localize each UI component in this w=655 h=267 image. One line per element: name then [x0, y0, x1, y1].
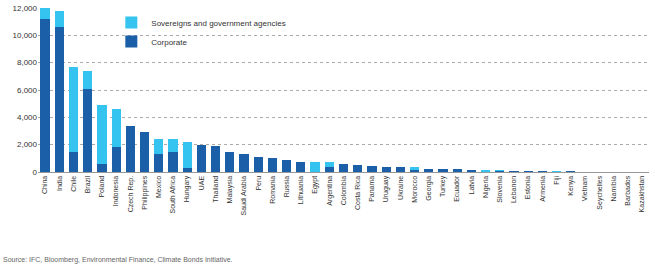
- svg-text:2,000: 2,000: [17, 140, 38, 149]
- svg-text:Brazil: Brazil: [84, 175, 91, 193]
- svg-text:Ecuador: Ecuador: [453, 175, 460, 202]
- svg-text:Ukraine: Ukraine: [397, 176, 404, 200]
- svg-text:Mexico: Mexico: [155, 176, 162, 198]
- svg-text:Colombia: Colombia: [340, 176, 347, 206]
- svg-text:Egypt: Egypt: [311, 176, 319, 194]
- svg-text:Latvia: Latvia: [468, 176, 475, 195]
- svg-text:Saudi Arabia: Saudi Arabia: [240, 176, 247, 216]
- svg-text:0: 0: [33, 168, 38, 177]
- svg-text:Panama: Panama: [368, 176, 375, 202]
- svg-text:Namibia: Namibia: [610, 176, 617, 202]
- svg-text:Romania: Romania: [269, 176, 276, 204]
- svg-text:Barbados: Barbados: [624, 175, 631, 205]
- svg-text:Lebanon: Lebanon: [510, 176, 517, 203]
- svg-text:Georgia: Georgia: [425, 176, 433, 201]
- svg-text:Russia: Russia: [283, 176, 290, 198]
- svg-text:10,000: 10,000: [13, 31, 38, 40]
- svg-text:Indonesia: Indonesia: [112, 176, 119, 206]
- svg-text:4,000: 4,000: [17, 113, 38, 122]
- svg-text:Malaysia: Malaysia: [226, 176, 234, 204]
- svg-text:Armenia: Armenia: [539, 176, 546, 202]
- svg-text:12,000: 12,000: [13, 4, 38, 13]
- svg-text:Philippines: Philippines: [141, 175, 149, 209]
- svg-text:Corporate: Corporate: [151, 38, 187, 47]
- svg-text:Hungary: Hungary: [183, 175, 191, 202]
- svg-text:India: India: [56, 176, 63, 191]
- svg-text:8,000: 8,000: [17, 58, 38, 67]
- svg-text:Slovenia: Slovenia: [496, 176, 503, 203]
- svg-text:Kenya: Kenya: [567, 176, 575, 196]
- svg-text:Morocco: Morocco: [411, 176, 418, 203]
- svg-text:6,000: 6,000: [17, 86, 38, 95]
- svg-text:Poland: Poland: [98, 176, 105, 198]
- svg-text:Lithuania: Lithuania: [297, 176, 304, 205]
- svg-text:Kazakhstan: Kazakhstan: [638, 176, 645, 213]
- svg-text:Czech Rep.: Czech Rep.: [127, 176, 135, 213]
- svg-text:Fiji: Fiji: [553, 175, 561, 184]
- svg-text:Sovereigns and government agen: Sovereigns and government agencies: [151, 19, 285, 28]
- svg-text:Vietnam: Vietnam: [581, 176, 588, 202]
- svg-text:South Africa: South Africa: [169, 176, 176, 214]
- svg-text:Seychelles: Seychelles: [596, 175, 604, 209]
- svg-text:Uruguay: Uruguay: [382, 175, 390, 202]
- svg-text:Argentina: Argentina: [326, 176, 334, 206]
- svg-text:Thailand: Thailand: [212, 176, 219, 203]
- svg-text:Turkey: Turkey: [439, 175, 447, 197]
- svg-text:Nigeria: Nigeria: [482, 176, 490, 198]
- svg-text:Costa Rica: Costa Rica: [354, 176, 361, 210]
- svg-text:Source: IFC, Bloomberg, Enviro: Source: IFC, Bloomberg, Environmental Fi…: [3, 256, 233, 264]
- svg-text:UAE: UAE: [198, 175, 205, 190]
- svg-text:China: China: [41, 176, 48, 194]
- svg-text:Chile: Chile: [70, 176, 77, 192]
- svg-text:Peru: Peru: [255, 176, 262, 191]
- svg-text:Estonia: Estonia: [524, 176, 531, 199]
